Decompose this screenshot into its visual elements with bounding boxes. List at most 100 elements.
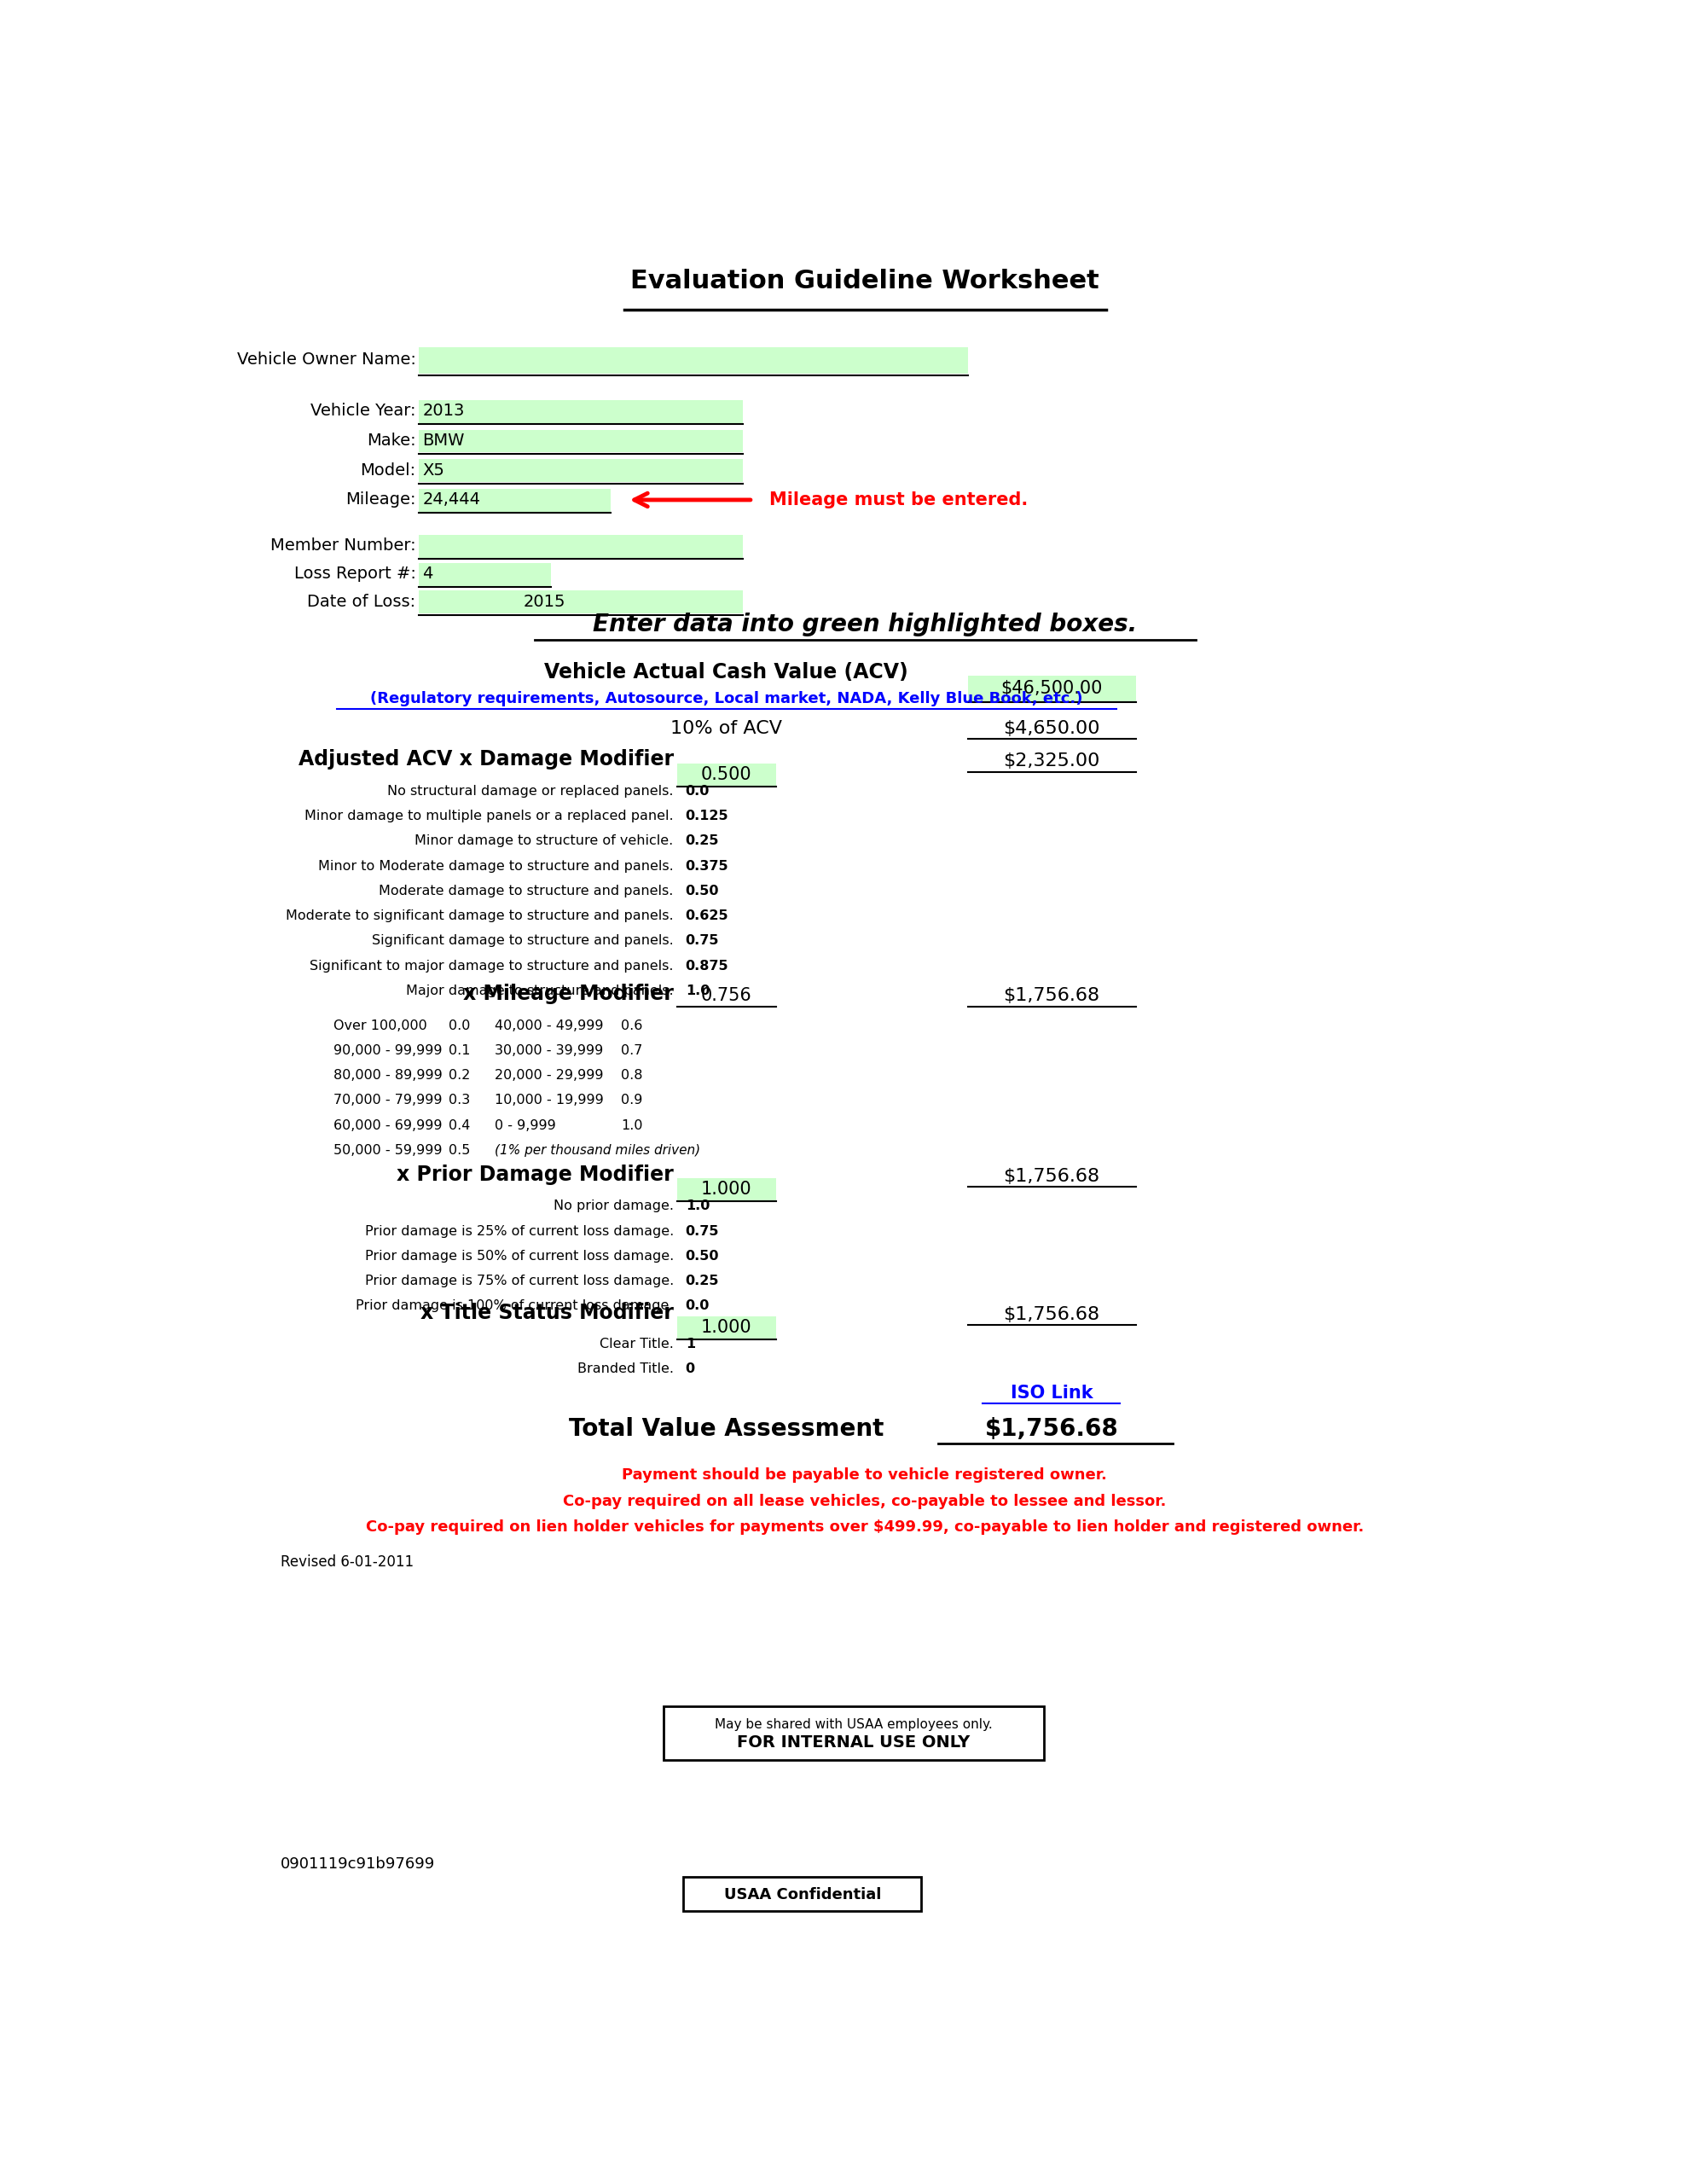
Text: 70,000 - 79,999: 70,000 - 79,999 [332,1094,442,1107]
Text: 0.5: 0.5 [449,1144,471,1158]
Text: $1,756.68: $1,756.68 [1004,987,1100,1005]
Text: 0.625: 0.625 [685,909,729,922]
Text: 0.375: 0.375 [685,860,729,871]
Bar [418,430,742,452]
Text: Vehicle Owner Name:: Vehicle Owner Name: [236,352,415,367]
Bar [418,459,742,483]
Bar [676,762,776,786]
Text: Date of Loss:: Date of Loss: [307,594,415,609]
Text: 0.25: 0.25 [685,1275,719,1289]
Bar [683,1876,921,1911]
Text: 2013: 2013 [422,404,464,419]
Text: 0.2: 0.2 [449,1070,471,1081]
Bar [968,675,1137,701]
Text: Major damage to structure and panels.: Major damage to structure and panels. [407,985,673,998]
Text: Clear Title.: Clear Title. [599,1339,673,1350]
Text: $2,325.00: $2,325.00 [1004,753,1100,771]
Text: 0.7: 0.7 [621,1044,643,1057]
Text: No structural damage or replaced panels.: No structural damage or replaced panels. [388,784,673,797]
Text: Make:: Make: [366,432,415,450]
Text: 10,000 - 19,999: 10,000 - 19,999 [494,1094,604,1107]
Text: 0.3: 0.3 [449,1094,471,1107]
Text: 30,000 - 39,999: 30,000 - 39,999 [494,1044,604,1057]
Text: Minor damage to structure of vehicle.: Minor damage to structure of vehicle. [415,834,673,847]
Text: Model:: Model: [361,463,415,478]
Text: 1.0: 1.0 [685,1199,710,1212]
Text: $1,756.68: $1,756.68 [1004,1306,1100,1324]
Text: 24,444: 24,444 [422,491,481,509]
Text: 80,000 - 89,999: 80,000 - 89,999 [332,1070,442,1081]
Text: Prior damage is 25% of current loss damage.: Prior damage is 25% of current loss dama… [364,1225,673,1238]
Text: Mileage:: Mileage: [346,491,415,509]
Text: 50,000 - 59,999: 50,000 - 59,999 [332,1144,442,1158]
Text: Significant damage to structure and panels.: Significant damage to structure and pane… [371,935,673,948]
Text: Minor damage to multiple panels or a replaced panel.: Minor damage to multiple panels or a rep… [305,810,673,823]
Text: Significant to major damage to structure and panels.: Significant to major damage to structure… [310,959,673,972]
Text: 0 - 9,999: 0 - 9,999 [494,1118,557,1131]
Bar [418,590,742,614]
Text: x Prior Damage Modifier: x Prior Damage Modifier [396,1164,673,1186]
Text: 0.500: 0.500 [702,767,752,784]
Bar [418,400,742,424]
Text: Vehicle Year:: Vehicle Year: [310,404,415,419]
Text: Member Number:: Member Number: [270,537,415,555]
Text: 1.000: 1.000 [702,1319,752,1337]
Text: 1.000: 1.000 [702,1182,752,1199]
Text: $1,756.68: $1,756.68 [1004,1168,1100,1186]
Bar [676,1317,776,1339]
Text: Payment should be payable to vehicle registered owner.: Payment should be payable to vehicle reg… [623,1468,1107,1483]
Text: 90,000 - 99,999: 90,000 - 99,999 [332,1044,442,1057]
Text: Mileage must be entered.: Mileage must be entered. [769,491,1027,509]
Bar [418,563,552,585]
Bar [418,489,611,511]
Text: 20,000 - 29,999: 20,000 - 29,999 [494,1070,604,1081]
Text: 0: 0 [685,1363,695,1376]
Text: $1,756.68: $1,756.68 [985,1417,1118,1441]
Text: Vehicle Actual Cash Value (ACV): Vehicle Actual Cash Value (ACV) [545,662,908,681]
Text: 0.50: 0.50 [685,1249,719,1262]
Bar [418,535,742,557]
Text: 0.25: 0.25 [685,834,719,847]
Text: Moderate to significant damage to structure and panels.: Moderate to significant damage to struct… [285,909,673,922]
Text: 1: 1 [685,1339,695,1350]
Text: Enter data into green highlighted boxes.: Enter data into green highlighted boxes. [592,614,1137,636]
Text: 1.0: 1.0 [685,985,710,998]
Text: Over 100,000: Over 100,000 [332,1020,427,1033]
Text: 0.756: 0.756 [702,987,752,1005]
Text: 10% of ACV: 10% of ACV [670,721,783,736]
Text: 0.75: 0.75 [685,935,719,948]
Bar [676,1179,776,1201]
Text: 0.4: 0.4 [449,1118,471,1131]
Text: 0.0: 0.0 [685,784,710,797]
Text: 60,000 - 69,999: 60,000 - 69,999 [332,1118,442,1131]
Text: x Mileage Modifier: x Mileage Modifier [462,985,673,1005]
Text: 2015: 2015 [523,594,565,609]
Text: 0.6: 0.6 [621,1020,643,1033]
Text: Moderate damage to structure and panels.: Moderate damage to structure and panels. [380,885,673,898]
Bar [418,347,968,373]
Text: (Regulatory requirements, Autosource, Local market, NADA, Kelly Blue Book, etc.): (Regulatory requirements, Autosource, Lo… [369,692,1083,708]
Text: 0901119c91b97699: 0901119c91b97699 [280,1856,435,1872]
Text: 0.0: 0.0 [449,1020,471,1033]
Text: Adjusted ACV x Damage Modifier: Adjusted ACV x Damage Modifier [299,749,673,771]
Text: 0.9: 0.9 [621,1094,643,1107]
Text: 0.8: 0.8 [621,1070,643,1081]
Text: ISO Link: ISO Link [1011,1385,1093,1402]
Text: 0.75: 0.75 [685,1225,719,1238]
Text: Prior damage is 75% of current loss damage.: Prior damage is 75% of current loss dama… [364,1275,673,1289]
Text: May be shared with USAA employees only.: May be shared with USAA employees only. [715,1719,992,1730]
Text: x Title Status Modifier: x Title Status Modifier [420,1302,673,1324]
Text: 0.125: 0.125 [685,810,729,823]
Text: 40,000 - 49,999: 40,000 - 49,999 [494,1020,604,1033]
Text: Co-pay required on all lease vehicles, co-payable to lessee and lessor.: Co-pay required on all lease vehicles, c… [563,1494,1166,1509]
Text: Total Value Assessment: Total Value Assessment [569,1417,884,1441]
Text: Loss Report #:: Loss Report #: [294,566,415,583]
Bar [663,1706,1044,1760]
Text: Branded Title.: Branded Title. [577,1363,673,1376]
Text: (1% per thousand miles driven): (1% per thousand miles driven) [494,1144,700,1158]
Text: USAA Confidential: USAA Confidential [724,1887,881,1902]
Text: 0.875: 0.875 [685,959,729,972]
Text: BMW: BMW [422,432,464,450]
Text: 0.0: 0.0 [685,1299,710,1313]
Text: Co-pay required on lien holder vehicles for payments over $499.99, co-payable to: Co-pay required on lien holder vehicles … [366,1520,1363,1535]
